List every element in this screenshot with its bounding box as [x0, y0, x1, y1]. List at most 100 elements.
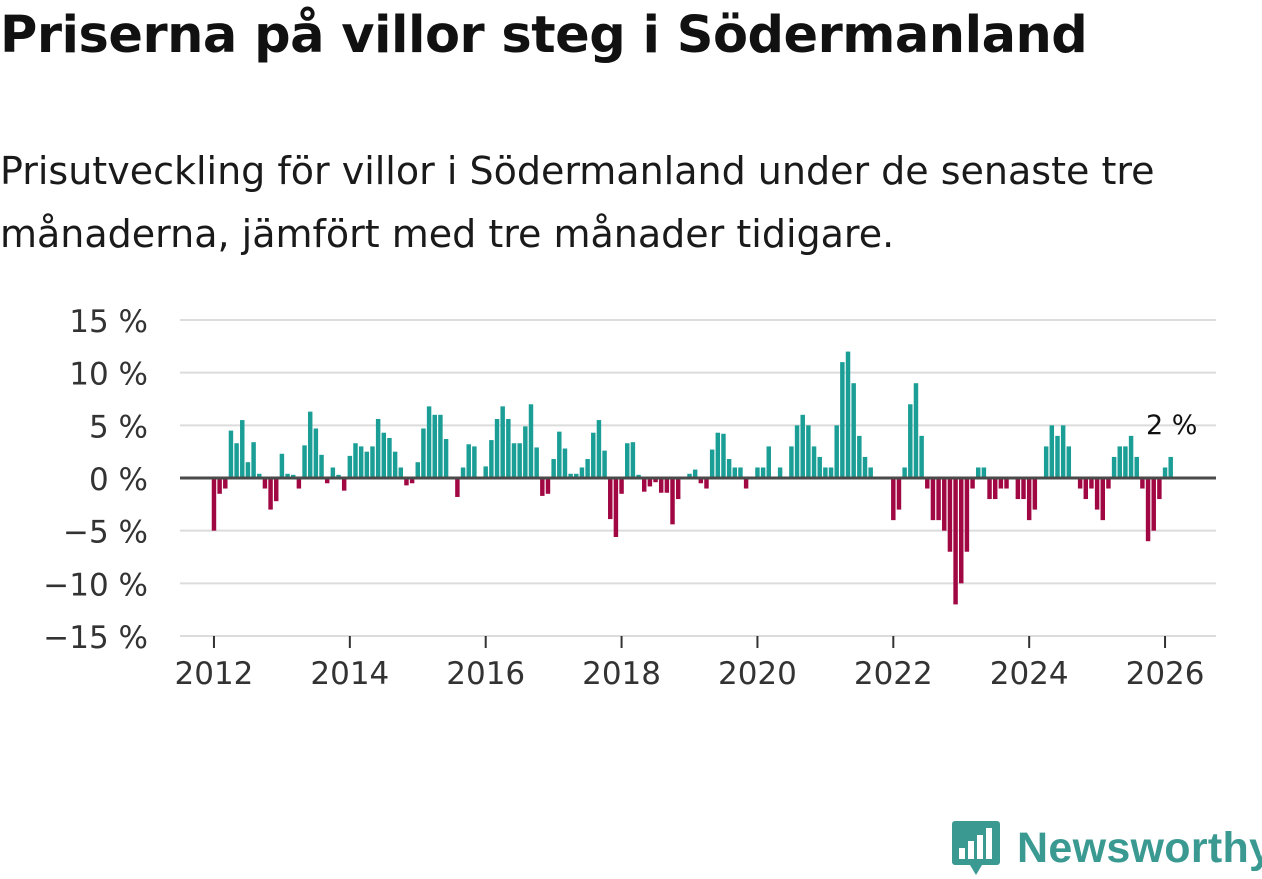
bar: [755, 467, 760, 478]
x-tick-label: 2016: [446, 656, 525, 692]
bar: [868, 467, 873, 478]
bar: [500, 406, 505, 478]
bar: [902, 467, 907, 478]
bar: [517, 443, 522, 478]
bar: [743, 478, 749, 489]
bar: [1140, 478, 1145, 489]
bar: [245, 462, 251, 478]
bar: [1015, 478, 1021, 500]
bar: [1089, 478, 1094, 489]
y-tick-label: 10 %: [69, 357, 148, 393]
bar: [862, 456, 868, 478]
bar: [625, 443, 630, 478]
y-tick-label: 15 %: [69, 304, 148, 340]
x-tick-label: 2024: [990, 656, 1069, 692]
bar: [443, 439, 449, 478]
bar: [992, 478, 998, 500]
bar: [619, 478, 624, 494]
y-tick-label: −15 %: [43, 620, 148, 656]
bar: [613, 478, 619, 537]
x-tick-label: 2014: [310, 656, 389, 692]
bar: [398, 467, 404, 478]
bar: [523, 426, 528, 478]
bar: [766, 446, 771, 478]
bar: [664, 478, 670, 493]
bar: [562, 448, 568, 478]
bar: [692, 469, 698, 478]
bar: [1106, 478, 1111, 489]
bar: [1168, 456, 1173, 478]
bar: [1100, 478, 1106, 521]
bar: [987, 478, 992, 500]
y-tick-label: −5 %: [63, 515, 148, 551]
gridlines: [180, 319, 1216, 637]
bar: [302, 445, 307, 478]
bar: [1094, 478, 1100, 510]
bar: [370, 446, 375, 478]
bar: [964, 478, 970, 552]
bar: [658, 478, 664, 493]
bar: [919, 435, 924, 478]
bar: [1060, 425, 1066, 478]
bar: [811, 446, 817, 478]
bar: [545, 478, 551, 494]
bar: [557, 431, 562, 478]
bar: [715, 432, 721, 478]
bar: [358, 446, 364, 478]
bar: [262, 478, 268, 489]
bar: [942, 478, 947, 531]
bar: [823, 467, 828, 478]
bar: [251, 442, 256, 478]
bar: [404, 478, 409, 486]
bar: [1111, 456, 1117, 478]
bar: [285, 473, 290, 478]
bar: [959, 478, 964, 584]
bar-chart: 15 % 10 % 5 % 0 % −5 % −10 % −15 % 2012 2014 2016…: [43, 304, 1216, 692]
bar: [698, 478, 704, 484]
bar: [596, 420, 602, 478]
bar: [789, 446, 794, 478]
bar: [534, 447, 539, 478]
bar: [1117, 446, 1122, 478]
bar: [307, 411, 313, 478]
bar: [240, 420, 245, 478]
bar: [392, 451, 398, 478]
bar: [891, 478, 896, 521]
bar: [760, 467, 766, 478]
y-tick-label: −10 %: [43, 567, 148, 603]
newsworthy-logo-icon: [952, 821, 1000, 875]
labels: 15 % 10 % 5 % 0 % −5 % −10 % −15 % 2012 2014 2016…: [43, 304, 1204, 692]
bar: [1128, 435, 1134, 478]
bar: [726, 459, 732, 478]
bar: [630, 442, 636, 478]
bar: [709, 449, 715, 478]
bar: [1151, 478, 1156, 531]
bar: [704, 478, 709, 489]
bar: [936, 478, 941, 521]
bar: [834, 425, 839, 478]
bar: [341, 478, 347, 491]
bar: [1083, 478, 1089, 500]
bar: [274, 478, 279, 502]
bar: [421, 428, 426, 478]
bar: [1077, 478, 1083, 489]
chart-title: Priserna på villor steg i Södermanland: [0, 6, 1088, 65]
bar: [330, 467, 336, 478]
bar: [347, 455, 353, 478]
bar: [1026, 478, 1032, 521]
bar: [455, 478, 460, 497]
bar: [1066, 446, 1072, 478]
x-tick-label: 2026: [1126, 656, 1205, 692]
bar: [511, 443, 517, 478]
bar: [908, 404, 913, 478]
bar: [1021, 478, 1026, 500]
bar: [415, 462, 420, 478]
bar: [472, 446, 477, 478]
bar: [641, 478, 647, 492]
bar: [426, 406, 432, 478]
bar: [528, 404, 534, 478]
bar: [381, 432, 387, 478]
bar: [489, 440, 494, 478]
bar: [1157, 478, 1162, 500]
bar: [602, 450, 607, 478]
